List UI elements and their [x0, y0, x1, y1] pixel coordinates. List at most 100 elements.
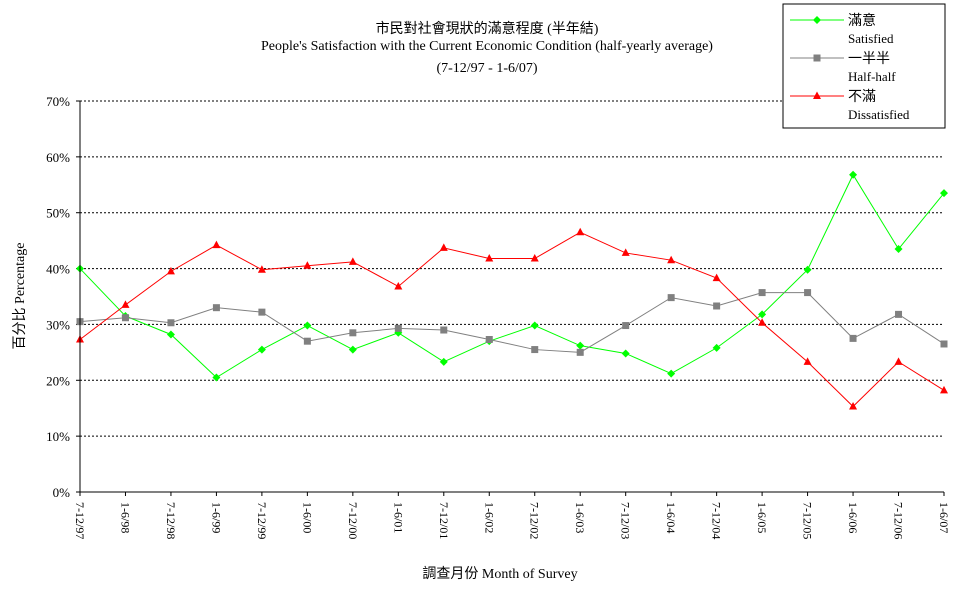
data-point [121, 314, 129, 322]
x-tick-label: 1-6/98 [118, 502, 132, 533]
data-point [257, 265, 266, 273]
data-point [212, 304, 220, 312]
data-point [258, 308, 266, 316]
data-point [349, 329, 357, 337]
data-point [348, 257, 357, 265]
legend-label-zh: 一半半 [848, 51, 890, 67]
data-point [621, 248, 630, 256]
y-tick-label: 40% [46, 262, 70, 277]
series-1 [76, 170, 948, 382]
data-point [667, 294, 675, 302]
data-point [439, 357, 448, 366]
series-2 [76, 289, 948, 356]
data-point [166, 330, 175, 339]
x-tick-label: 7-12/97 [73, 502, 87, 539]
data-point [894, 357, 903, 365]
data-point [576, 341, 585, 350]
data-point [712, 343, 721, 352]
y-tick-label: 50% [46, 206, 70, 221]
data-point [803, 265, 812, 274]
x-tick-label: 7-12/04 [710, 502, 724, 539]
chart-subtitle-period: (7-12/97 - 1-6/07) [436, 61, 538, 76]
series-line [79, 173, 945, 379]
data-point [257, 345, 266, 354]
x-tick-label: 1-6/05 [755, 502, 769, 533]
data-point [622, 322, 630, 330]
series-group [76, 170, 948, 410]
legend: 滿意 Satisfied 一半半 Half-half 不滿 Dissatisfied [782, 3, 946, 129]
data-point [531, 346, 539, 354]
data-point [849, 334, 857, 342]
legend-label-zh: 滿意 [848, 12, 876, 29]
x-tick-label: 1-6/00 [300, 502, 314, 533]
legend-box [782, 3, 946, 129]
data-point [576, 227, 585, 236]
chart-title-zh: 市民對社會現狀的滿意程度 (半年結) [375, 22, 599, 37]
data-point [713, 302, 721, 310]
data-point [576, 348, 584, 356]
x-tick-label: 7-12/99 [255, 502, 269, 539]
data-point [621, 349, 630, 358]
x-tick-label: 7-12/01 [437, 502, 451, 539]
x-tick-label: 7-12/02 [528, 502, 542, 539]
data-point [530, 321, 539, 330]
data-point [440, 326, 448, 334]
data-point [485, 336, 493, 344]
data-point [804, 289, 812, 297]
grid-lines [80, 100, 944, 437]
data-point [667, 369, 676, 378]
legend-label-en: Dissatisfied [848, 107, 910, 122]
data-point [667, 255, 676, 264]
x-tick-label: 1-6/99 [209, 502, 223, 533]
data-point [212, 240, 221, 249]
legend-label-en: Satisfied [848, 31, 894, 46]
x-tick-label: 7-12/05 [801, 502, 815, 539]
series-line [79, 231, 945, 408]
legend-label-en: Half-half [848, 69, 896, 84]
data-point [303, 321, 312, 330]
data-point [303, 337, 311, 345]
y-tick-label: 60% [46, 150, 70, 165]
y-tick-label: 20% [46, 373, 70, 388]
series-3 [76, 227, 948, 410]
x-tick-label: 1-6/02 [482, 502, 496, 533]
x-tick-label: 7-12/98 [164, 502, 178, 539]
legend-marker [813, 54, 821, 62]
data-point [166, 266, 175, 275]
x-tick-label: 1-6/03 [573, 502, 587, 533]
x-tick-label: 1-6/07 [937, 502, 951, 533]
data-point [758, 318, 767, 326]
data-point [530, 254, 539, 262]
data-point [121, 300, 130, 308]
data-point [940, 340, 948, 348]
x-tick-label: 7-12/00 [346, 502, 360, 539]
series-line [79, 292, 945, 353]
data-point [167, 319, 175, 327]
x-axis-ticks: 7-12/97 1-6/98 7-12/98 1-6/99 7-12/99 1-6/00 7… [73, 492, 951, 539]
x-tick-label: 1-6/01 [391, 502, 405, 533]
data-point [940, 189, 948, 198]
data-point [485, 254, 494, 262]
data-point [940, 385, 948, 394]
data-point [348, 345, 357, 354]
legend-marker [813, 16, 821, 24]
data-point [758, 310, 767, 319]
x-axis-label: 調查月份 Month of Survey [422, 566, 577, 582]
data-point [849, 402, 858, 410]
data-point [303, 261, 312, 269]
y-tick-label: 10% [46, 429, 70, 444]
data-point [712, 273, 721, 282]
data-point [439, 243, 448, 251]
y-tick-label: 70% [46, 94, 70, 109]
data-point [394, 324, 402, 332]
x-tick-label: 7-12/06 [892, 502, 906, 539]
x-tick-label: 7-12/03 [619, 502, 633, 539]
y-axis-ticks: 0% 10% 20% 30% 40% 50% 60% 70% [46, 94, 80, 500]
data-point [212, 373, 221, 382]
data-point [803, 357, 812, 365]
x-tick-label: 1-6/06 [846, 502, 860, 533]
legend-label-zh: 不滿 [848, 89, 876, 105]
chart-title-en: People's Satisfaction with the Current E… [261, 39, 713, 54]
y-tick-label: 30% [46, 317, 70, 332]
